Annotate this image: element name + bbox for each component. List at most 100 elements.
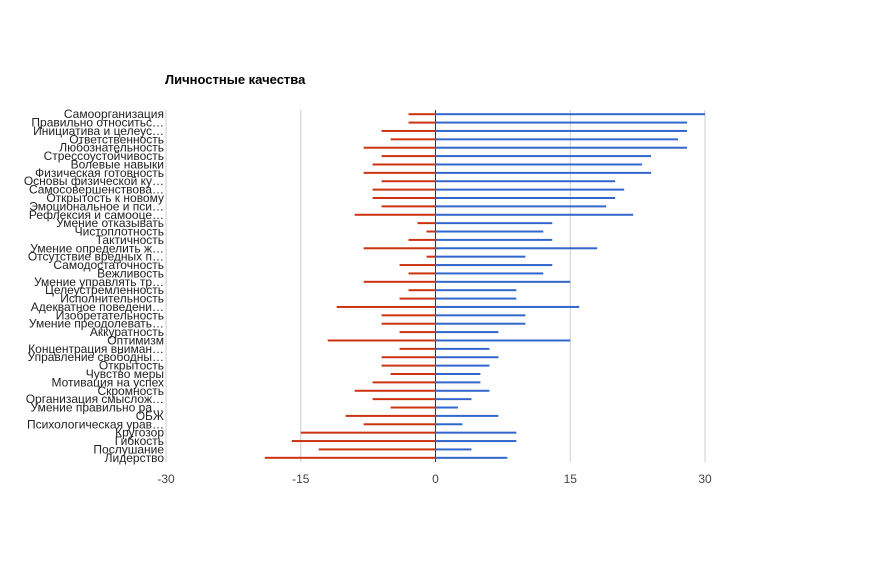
category-label: Адекватное поведени…: [31, 300, 164, 314]
bar-negative: [300, 431, 436, 434]
bar-positive: [435, 331, 499, 334]
category-label: Правильно относитьс…: [31, 116, 164, 130]
category-label: Исполнительность: [60, 292, 164, 306]
bar-negative: [381, 155, 436, 158]
x-tick-label: 30: [698, 472, 712, 486]
x-tick-label: 15: [564, 472, 578, 486]
bar-negative: [381, 314, 436, 317]
category-label: Открытость: [99, 359, 164, 373]
bar-negative: [363, 247, 436, 250]
bar-positive: [435, 297, 517, 300]
bar-negative: [291, 440, 436, 443]
bar-positive: [435, 255, 526, 258]
category-label: Инициатива и целеус…: [33, 124, 164, 138]
bar-positive: [435, 414, 499, 417]
bar-positive: [435, 238, 553, 241]
category-label: Чистоплотность: [75, 225, 164, 239]
bar-positive: [435, 406, 458, 409]
bar-positive: [435, 456, 508, 459]
bar-positive: [435, 171, 652, 174]
category-label: Изобретательность: [56, 308, 164, 322]
bar-negative: [345, 414, 436, 417]
bar-negative: [363, 171, 436, 174]
category-label: Концентрация вниман…: [28, 342, 164, 356]
bar-positive: [435, 280, 571, 283]
bar-positive: [435, 230, 544, 233]
bar-positive: [435, 155, 652, 158]
bar-negative: [381, 322, 436, 325]
bar-positive: [435, 264, 553, 267]
category-label: Лидерство: [105, 451, 165, 465]
bar-positive: [435, 272, 544, 275]
bar-negative: [381, 356, 436, 359]
category-label: Ответственность: [69, 132, 164, 146]
category-label: Эмоциональное и пси…: [29, 199, 164, 213]
bar-negative: [381, 205, 436, 208]
bar-positive: [435, 180, 616, 183]
category-label: Послушание: [93, 442, 164, 456]
bar-positive: [435, 389, 490, 392]
bar-positive: [435, 129, 688, 132]
bar-positive: [435, 339, 571, 342]
bar-positive: [435, 356, 499, 359]
bar-negative: [399, 331, 436, 334]
bar-positive: [435, 431, 517, 434]
bar-positive: [435, 113, 705, 116]
category-label: Открытость к новому: [46, 191, 164, 205]
category-label: Психологическая урав…: [27, 417, 164, 431]
category-label: ОБЖ: [136, 409, 164, 423]
bar-negative: [381, 364, 436, 367]
bar-negative: [327, 339, 436, 342]
category-label: Управление свободны…: [28, 350, 165, 364]
category-label: Умение правильно ра…: [30, 401, 164, 415]
bar-negative: [363, 423, 436, 426]
bar-negative: [372, 163, 436, 166]
category-label: Самоорганизация: [64, 107, 164, 121]
bar-positive: [435, 448, 472, 451]
bar-negative: [390, 138, 436, 141]
bar-positive: [435, 222, 553, 225]
bars: [264, 113, 705, 459]
bar-negative: [264, 456, 436, 459]
category-label: Вежливость: [97, 266, 164, 280]
category-label: Основы физической ку…: [24, 174, 164, 188]
category-label: Мотивация на успех: [52, 375, 164, 389]
bar-negative: [390, 406, 436, 409]
bar-positive: [435, 163, 643, 166]
bar-negative: [381, 180, 436, 183]
category-label: Умение преодолевать…: [29, 317, 164, 331]
bar-positive: [435, 398, 472, 401]
bar-negative: [318, 448, 436, 451]
bar-negative: [372, 188, 436, 191]
bar-negative: [381, 129, 436, 132]
bar-negative: [372, 381, 436, 384]
bar-positive: [435, 289, 517, 292]
bar-positive: [435, 373, 481, 375]
bar-negative: [399, 347, 436, 350]
bar-positive: [435, 364, 490, 367]
category-label: Стрессоустойчивость: [44, 149, 164, 163]
category-label: Тактичность: [96, 233, 164, 247]
bar-positive: [435, 314, 526, 317]
bar-positive: [435, 305, 580, 308]
x-tick-label: -30: [157, 472, 175, 486]
bar-negative: [408, 289, 436, 292]
bar-negative: [363, 280, 436, 283]
bar-positive: [435, 188, 625, 191]
bar-positive: [435, 146, 688, 149]
bar-positive: [435, 322, 526, 325]
category-label: Аккуратность: [90, 325, 164, 339]
bar-negative: [417, 222, 436, 225]
chart-title: Личностные качества: [165, 72, 306, 87]
bar-negative: [408, 121, 436, 124]
category-label: Умение управлять тр…: [34, 275, 164, 289]
category-label: Рефлексия и самооце…: [29, 208, 164, 222]
grid-lines: [165, 110, 706, 462]
bar-positive: [435, 423, 463, 426]
bar-negative: [390, 373, 436, 375]
bar-positive: [435, 197, 616, 199]
bar-negative: [408, 113, 436, 116]
category-label: Умение отказывать: [56, 216, 164, 230]
category-label: Чувство меры: [86, 367, 164, 381]
